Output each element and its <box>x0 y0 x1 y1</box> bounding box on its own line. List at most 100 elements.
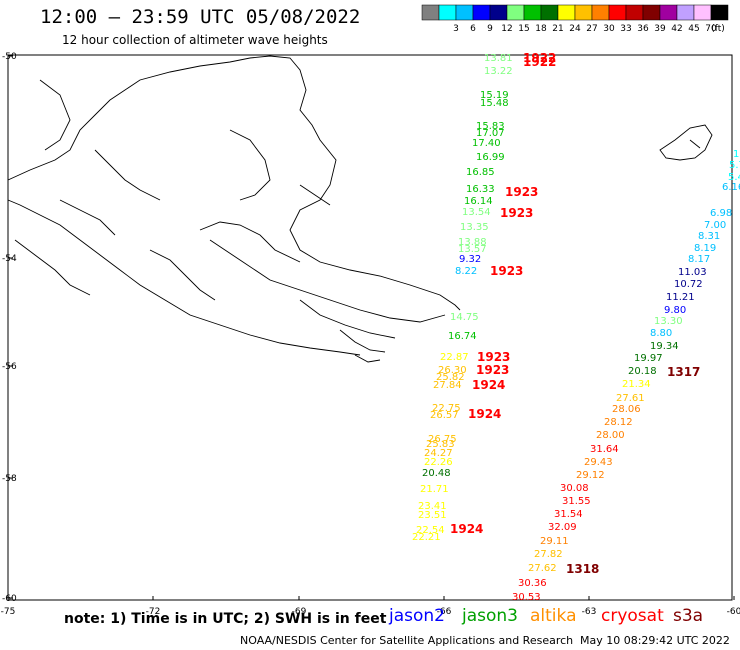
wave-height-label: 9.32 <box>459 254 481 265</box>
wave-height-label: 16.14 <box>464 196 493 207</box>
colorbar-label: 18 <box>535 24 547 34</box>
colorbar-label: 42 <box>671 24 682 34</box>
wave-height-label: 29.43 <box>584 457 613 468</box>
colorbar-swatch <box>455 4 474 21</box>
wave-height-label: 10.72 <box>674 279 703 290</box>
wave-height-label: 32.09 <box>548 522 577 533</box>
wave-height-label: 16.85 <box>466 167 495 178</box>
legend-jason3: jason3 <box>462 606 518 626</box>
wave-height-label: 13.88 <box>458 237 487 248</box>
wave-height-label: 27.82 <box>534 549 563 560</box>
colorbar-swatch <box>710 4 729 21</box>
colorbar-swatch <box>625 4 644 21</box>
pass-time-label: 1923 <box>505 185 538 199</box>
wave-height-label: 25.82 <box>436 372 465 383</box>
axis-ticks: -75 -72 -69 -66 -63 -60 -50 -54 -56 -58 -60 <box>1 52 740 617</box>
pass-time-label: 1922 <box>523 51 556 65</box>
colorbar-swatch <box>523 4 542 21</box>
colorbar-label: 12 <box>501 24 512 34</box>
colorbar-swatch <box>557 4 576 21</box>
lon-tick-label: -72 <box>146 607 161 617</box>
wave-height-label: 13.57 <box>458 244 487 255</box>
pass-time-label: 1317 <box>667 365 700 379</box>
pass-time-label: 1924 <box>472 378 505 392</box>
lon-tick-label: -66 <box>437 607 452 617</box>
wave-height-label: 20.48 <box>422 468 451 479</box>
map-subtitle: 12 hour collection of altimeter wave hei… <box>62 33 328 47</box>
wave-height-label: 16.99 <box>476 152 505 163</box>
pass-time-label: 1318 <box>566 562 599 576</box>
wave-height-label: 9.80 <box>664 305 686 316</box>
colorbar-label: 30 <box>603 24 615 34</box>
wave-height-label: 5.7 <box>729 160 740 171</box>
wave-height-label: 26.75 <box>428 434 457 445</box>
pass-time-label: 1923 <box>477 350 510 364</box>
wave-height-label: 16.33 <box>466 184 495 195</box>
wave-height-label: 8.31 <box>698 231 720 242</box>
colorbar-swatch <box>438 4 457 21</box>
wave-height-label: 14.75 <box>450 312 479 323</box>
colorbar-label: 36 <box>637 24 649 34</box>
pass-time-label: 1924 <box>450 522 483 536</box>
map-title: 12:00 — 23:59 UTC 05/08/2022 <box>40 6 361 28</box>
colorbar-swatch <box>489 4 508 21</box>
colorbar-swatch <box>591 4 610 21</box>
lat-tick-label: -60 <box>2 594 17 604</box>
wave-height-label: 19.34 <box>650 341 679 352</box>
wave-height-label: 17.07 <box>476 128 505 139</box>
pass-time-label: 1923 <box>476 363 509 377</box>
colorbar-swatch <box>676 4 695 21</box>
colorbar: 3 6 9 12 15 18 21 24 27 30 33 36 39 42 45 70(ft) <box>421 4 729 34</box>
pass-time-label: 1923 <box>490 264 523 278</box>
wave-height-label: 29.11 <box>540 536 569 547</box>
wave-height-label: 17.40 <box>472 138 501 149</box>
footer-credit: NOAA/NESDIS Center for Satellite Applica… <box>240 634 574 647</box>
wave-height-label: 22.26 <box>424 457 453 468</box>
wave-height-label: 11.21 <box>666 292 695 303</box>
wave-height-label: 15.48 <box>480 98 509 109</box>
colorbar-label: 33 <box>620 24 631 34</box>
wave-height-label: 11.03 <box>678 267 707 278</box>
wave-height-label: 15.19 <box>480 90 509 101</box>
wave-height-label: 6.16 <box>722 182 740 193</box>
wave-height-label: 24.27 <box>424 448 453 459</box>
wave-height-label: 22.87 <box>440 352 469 363</box>
wave-height-label: 28.06 <box>612 404 641 415</box>
wave-height-label: 15.83 <box>476 121 505 132</box>
wave-height-label: 30.08 <box>560 483 589 494</box>
wave-height-label: 7.00 <box>704 220 726 231</box>
wave-height-label: 31.54 <box>554 509 583 520</box>
wave-height-label: 8.19 <box>694 243 716 254</box>
wave-height-label: 13.81 <box>484 53 513 64</box>
wave-height-label: 26.30 <box>438 365 467 376</box>
wave-height-label: 13.54 <box>462 207 491 218</box>
wave-height-label: 21.71 <box>420 484 449 495</box>
legend-s3a: s3a <box>673 606 704 626</box>
colorbar-swatch <box>608 4 627 21</box>
colorbar-swatch <box>506 4 525 21</box>
colorbar-swatch <box>540 4 559 21</box>
wave-height-label: 13.30 <box>654 316 683 327</box>
wave-height-label: 27.61 <box>616 393 645 404</box>
wave-height-label: 5.4 <box>728 172 740 183</box>
colorbar-label: 3 <box>453 24 459 34</box>
lon-tick-label: -63 <box>582 607 597 617</box>
pass-times: 1922192219231923192319231923192419241924… <box>450 51 700 576</box>
colorbar-label: 39 <box>654 24 666 34</box>
wave-height-label: 27.84 <box>433 380 462 391</box>
colorbar-swatch <box>659 4 678 21</box>
pass-time-label: 1923 <box>500 206 533 220</box>
lat-tick-label: -50 <box>2 52 17 62</box>
map-frame <box>7 54 733 601</box>
wave-height-label: 8.17 <box>688 254 710 265</box>
east-track: 15.35.75.46.166.987.008.318.198.1711.031… <box>512 149 740 603</box>
colorbar-label: 21 <box>552 24 563 34</box>
wave-height-label: 19.97 <box>634 353 663 364</box>
colorbar-label: 27 <box>586 24 597 34</box>
lat-tick-label: -56 <box>2 362 17 372</box>
legend-cryosat: cryosat <box>601 606 664 626</box>
wave-height-label: 20.18 <box>628 366 657 377</box>
coastline <box>7 55 713 363</box>
